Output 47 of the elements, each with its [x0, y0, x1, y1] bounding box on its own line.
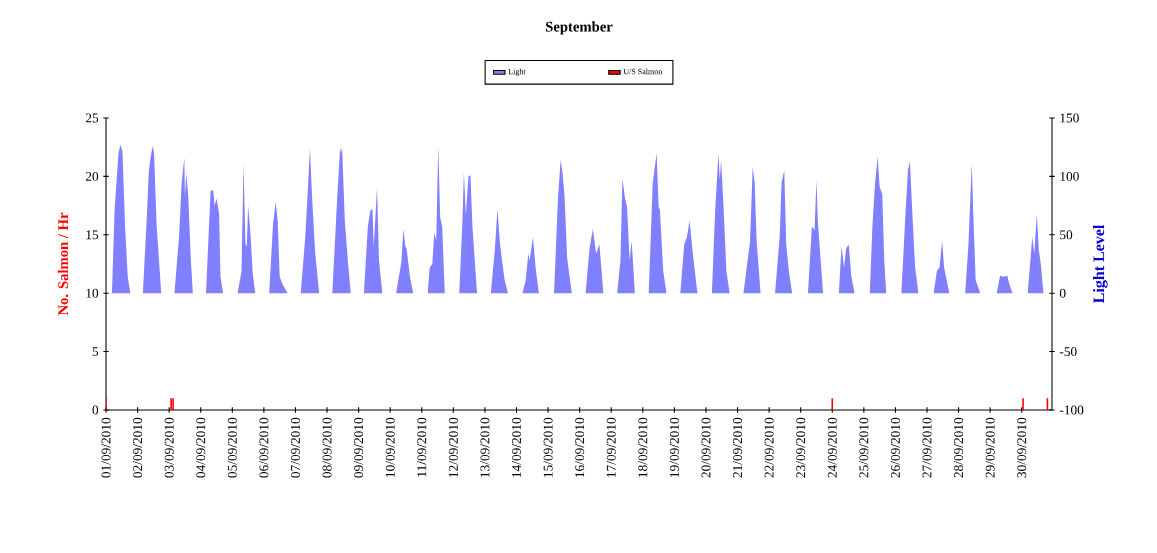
x-tick-label: 12/09/2010	[448, 417, 458, 477]
x-tick-label: 04/09/2010	[196, 417, 206, 478]
y2-tick-label: -100	[1059, 405, 1084, 415]
x-tick-label: 17/09/2010	[606, 417, 616, 477]
x-tick-label: 20/09/2010	[701, 417, 711, 478]
x-tick-label: 18/09/2010	[638, 417, 648, 477]
y2-tick-label: 150	[1060, 113, 1079, 123]
x-tick-label: 08/09/2010	[322, 417, 332, 478]
x-tick-label: 05/09/2010	[227, 417, 237, 478]
y2-tick-label: 50	[1060, 230, 1073, 240]
x-tick-label: 09/09/2010	[354, 417, 364, 478]
x-tick-label: 27/09/2010	[922, 417, 932, 478]
x-tick-label: 26/09/2010	[890, 417, 900, 478]
legend-label: Light	[508, 68, 526, 76]
y-tick-label: 20	[85, 171, 99, 181]
x-tick-label: 24/09/2010	[827, 417, 837, 478]
x-tick-label: 02/09/2010	[133, 417, 143, 478]
x-tick-label: 13/09/2010	[480, 417, 490, 477]
x-tick-label: 03/09/2010	[164, 417, 174, 478]
y2-axis-title: Light Level	[1092, 224, 1108, 304]
x-tick-label: 21/09/2010	[733, 417, 743, 478]
chart-title: September	[545, 21, 613, 35]
y-tick-label: 10	[86, 288, 99, 298]
x-tick-label: 29/09/2010	[985, 417, 995, 478]
x-tick-label: 01/09/2010	[101, 417, 111, 478]
y2-tick-label: 0	[1059, 288, 1066, 298]
y-tick-label: 15	[86, 230, 99, 240]
x-tick-label: 07/09/2010	[290, 417, 300, 478]
y2-tick-label: -50	[1059, 347, 1077, 357]
x-tick-label: 15/09/2010	[543, 417, 553, 477]
x-tick-label: 22/09/2010	[764, 417, 774, 478]
x-tick-label: 23/09/2010	[796, 417, 806, 478]
x-tick-label: 25/09/2010	[859, 417, 869, 478]
legend-label: U/S Salmon	[623, 68, 663, 75]
x-tick-label: 28/09/2010	[954, 417, 964, 478]
x-tick-label: 19/09/2010	[669, 417, 679, 477]
y-tick-label: 25	[85, 113, 99, 123]
y-tick-label: 0	[92, 405, 99, 415]
x-tick-label: 30/09/2010	[1017, 417, 1027, 478]
x-tick-label: 16/09/2010	[575, 417, 585, 477]
x-tick-label: 11/09/2010	[417, 417, 427, 477]
y-axis-title: No. Salmon / Hr	[57, 212, 69, 316]
y-tick-label: 5	[92, 347, 99, 357]
y2-tick-label: 100	[1060, 171, 1079, 181]
x-tick-label: 10/09/2010	[385, 417, 395, 477]
x-tick-label: 06/09/2010	[259, 417, 269, 478]
x-tick-label: 14/09/2010	[512, 417, 521, 477]
